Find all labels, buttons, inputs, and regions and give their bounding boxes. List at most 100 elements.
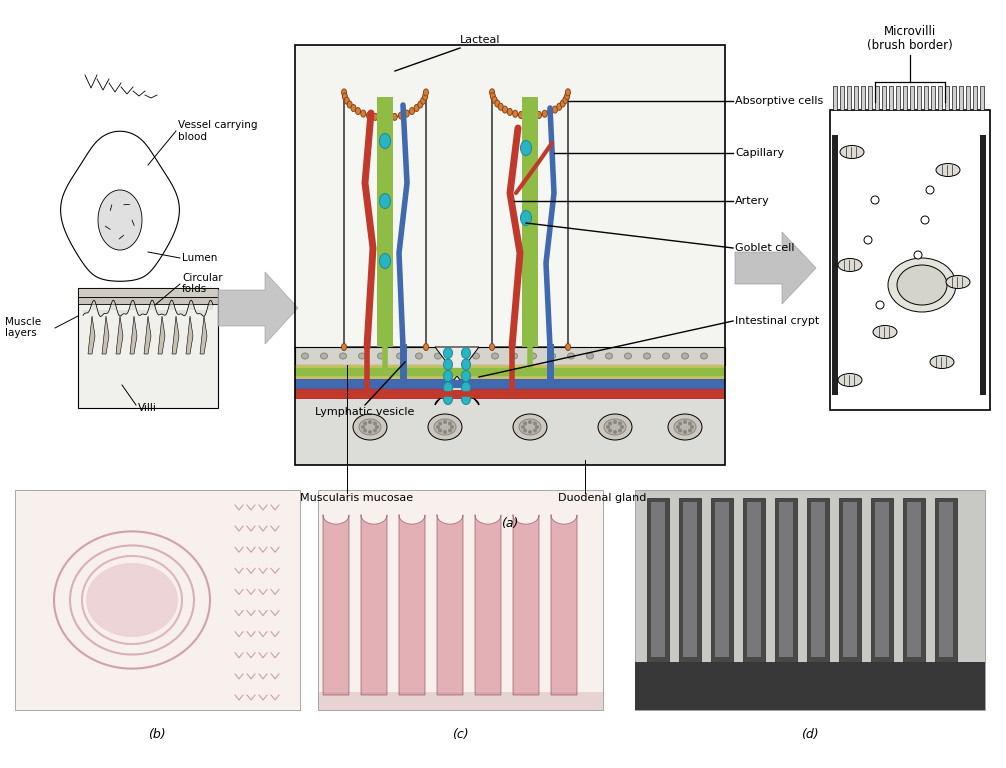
Polygon shape: [88, 316, 95, 354]
Bar: [840, 86, 844, 110]
Polygon shape: [361, 515, 387, 695]
Ellipse shape: [552, 106, 557, 113]
Ellipse shape: [434, 419, 456, 435]
Ellipse shape: [415, 353, 423, 359]
Bar: [651, 502, 665, 657]
Bar: [15, 490, 300, 710]
Ellipse shape: [339, 353, 346, 359]
Bar: [875, 502, 889, 657]
Text: Lymphatic vesicle: Lymphatic vesicle: [315, 407, 414, 417]
Ellipse shape: [473, 353, 480, 359]
Text: (a): (a): [501, 517, 519, 530]
Ellipse shape: [341, 343, 346, 350]
Ellipse shape: [609, 422, 612, 425]
Bar: [924, 86, 928, 110]
Ellipse shape: [363, 429, 366, 432]
Ellipse shape: [396, 353, 403, 359]
Polygon shape: [98, 190, 142, 250]
Bar: [635, 662, 985, 710]
Ellipse shape: [444, 421, 447, 423]
Ellipse shape: [347, 101, 352, 108]
Ellipse shape: [490, 93, 495, 100]
Ellipse shape: [510, 353, 517, 359]
Ellipse shape: [838, 259, 862, 272]
Ellipse shape: [564, 93, 569, 100]
Polygon shape: [437, 515, 463, 695]
Text: Lacteal: Lacteal: [460, 35, 501, 45]
Ellipse shape: [398, 112, 403, 119]
Ellipse shape: [342, 89, 346, 96]
Text: Absorptive cells: Absorptive cells: [735, 96, 823, 106]
Ellipse shape: [679, 422, 681, 425]
Ellipse shape: [688, 422, 691, 425]
Ellipse shape: [404, 110, 409, 117]
Ellipse shape: [361, 110, 366, 117]
Bar: [931, 86, 935, 110]
Bar: [980, 135, 986, 395]
Text: blood: blood: [178, 132, 207, 142]
Bar: [917, 86, 921, 110]
Text: (b): (b): [148, 728, 166, 741]
Polygon shape: [172, 316, 179, 354]
Ellipse shape: [563, 97, 568, 104]
Bar: [747, 502, 761, 657]
Text: (c): (c): [452, 728, 469, 741]
Ellipse shape: [344, 98, 349, 104]
Ellipse shape: [302, 353, 309, 359]
Text: Capillary: Capillary: [735, 148, 784, 158]
Ellipse shape: [421, 98, 426, 104]
Polygon shape: [144, 316, 151, 354]
Ellipse shape: [674, 419, 696, 435]
Polygon shape: [377, 97, 393, 102]
Polygon shape: [200, 316, 207, 354]
Ellipse shape: [533, 429, 536, 432]
Ellipse shape: [542, 111, 547, 118]
Ellipse shape: [379, 134, 390, 148]
Ellipse shape: [451, 425, 454, 429]
Bar: [938, 86, 942, 110]
Ellipse shape: [444, 431, 447, 433]
Ellipse shape: [444, 347, 453, 359]
Polygon shape: [130, 316, 137, 354]
Bar: [966, 86, 970, 110]
Ellipse shape: [428, 414, 462, 440]
Ellipse shape: [439, 422, 442, 425]
Ellipse shape: [926, 186, 934, 194]
Ellipse shape: [444, 382, 453, 393]
Ellipse shape: [528, 421, 531, 423]
Bar: [807, 498, 829, 663]
Ellipse shape: [513, 414, 547, 440]
Ellipse shape: [373, 429, 376, 432]
Ellipse shape: [351, 104, 356, 111]
Text: (brush border): (brush border): [867, 39, 953, 52]
Ellipse shape: [700, 353, 707, 359]
Ellipse shape: [379, 194, 390, 208]
Text: Muscle: Muscle: [5, 317, 41, 327]
Ellipse shape: [462, 382, 471, 393]
Bar: [871, 498, 893, 663]
Ellipse shape: [930, 356, 954, 369]
Ellipse shape: [377, 353, 384, 359]
Bar: [635, 490, 985, 710]
Ellipse shape: [586, 353, 594, 359]
Ellipse shape: [679, 429, 681, 432]
Bar: [882, 86, 886, 110]
Polygon shape: [323, 515, 349, 695]
Ellipse shape: [681, 353, 688, 359]
Ellipse shape: [683, 431, 686, 433]
Bar: [522, 97, 538, 347]
Ellipse shape: [663, 353, 670, 359]
Ellipse shape: [321, 353, 328, 359]
Polygon shape: [522, 97, 538, 102]
Bar: [779, 502, 793, 657]
Ellipse shape: [523, 422, 526, 425]
Ellipse shape: [462, 347, 471, 359]
Bar: [683, 502, 697, 657]
Ellipse shape: [528, 431, 531, 433]
Ellipse shape: [690, 425, 693, 429]
Ellipse shape: [668, 414, 702, 440]
Bar: [711, 498, 733, 663]
Ellipse shape: [492, 353, 499, 359]
Bar: [843, 502, 857, 657]
Bar: [78, 297, 218, 304]
